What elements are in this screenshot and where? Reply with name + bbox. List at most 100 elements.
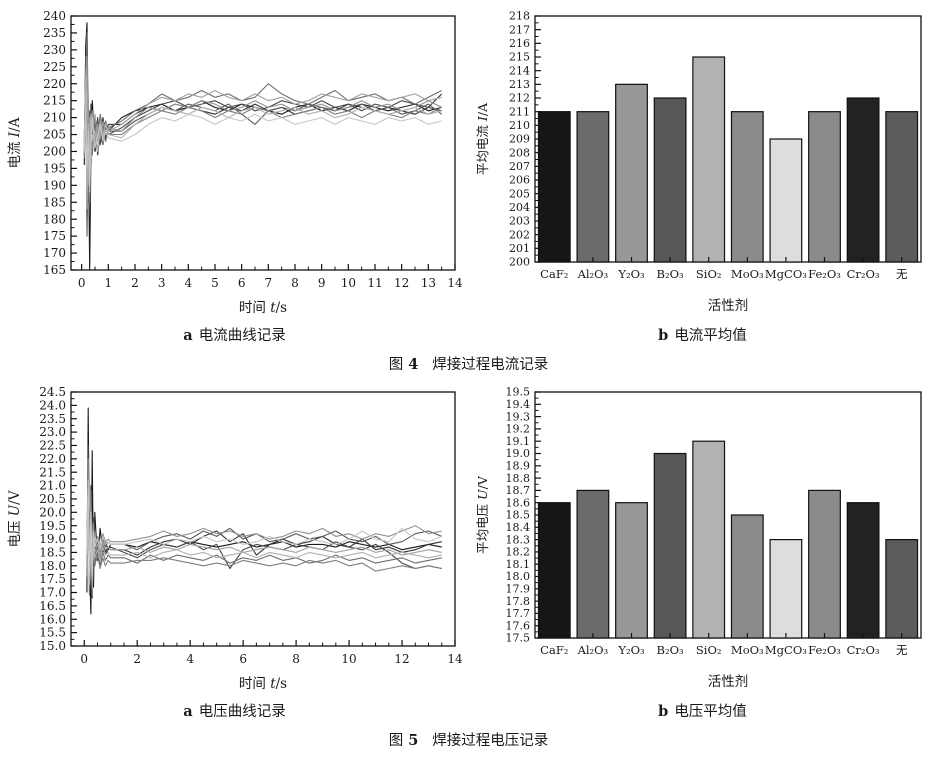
svg-text:216: 216 xyxy=(509,37,530,50)
svg-text:MgCO₃: MgCO₃ xyxy=(764,643,806,657)
svg-text:5: 5 xyxy=(211,276,219,290)
fig5b-caption-text: 电压平均值 xyxy=(674,704,747,720)
fig4a-panel: 165 170 175 180 185 190 195 200 205 210 215 220 225 2… xyxy=(1,4,469,345)
svg-text:12: 12 xyxy=(394,276,409,290)
svg-text:210: 210 xyxy=(509,119,530,132)
svg-text:10: 10 xyxy=(340,276,355,290)
svg-text:电压 U/V: 电压 U/V xyxy=(7,490,23,547)
svg-text:MoO₃: MoO₃ xyxy=(730,267,763,281)
svg-text:18.3: 18.3 xyxy=(505,533,530,546)
fig4b-caption: b 电流平均值 xyxy=(658,324,747,345)
svg-text:19.0: 19.0 xyxy=(505,447,530,460)
svg-text:12: 12 xyxy=(394,652,409,666)
svg-text:2: 2 xyxy=(131,276,139,290)
svg-text:190: 190 xyxy=(43,178,66,192)
svg-text:212: 212 xyxy=(509,92,530,105)
figure-5-block: 15.0 15.5 16.0 16.5 17.0 17.5 18.0 18.5 19.0 19.5… xyxy=(0,380,937,756)
svg-text:209: 209 xyxy=(509,133,530,146)
svg-text:电流 I/A: 电流 I/A xyxy=(7,117,23,168)
svg-text:200: 200 xyxy=(43,145,66,159)
svg-text:18.0: 18.0 xyxy=(39,559,66,573)
svg-text:213: 213 xyxy=(509,78,530,91)
svg-text:19.2: 19.2 xyxy=(505,423,530,436)
svg-text:16.0: 16.0 xyxy=(39,612,66,626)
svg-text:9: 9 xyxy=(317,276,325,290)
svg-text:15.0: 15.0 xyxy=(39,639,66,653)
svg-text:活性剂: 活性剂 xyxy=(707,674,748,690)
svg-text:205: 205 xyxy=(509,187,530,200)
svg-text:SiO₂: SiO₂ xyxy=(695,643,721,657)
svg-text:220: 220 xyxy=(43,77,66,91)
svg-text:CaF₂: CaF₂ xyxy=(540,643,568,657)
svg-text:Y₂O₃: Y₂O₃ xyxy=(617,267,645,281)
svg-text:20.0: 20.0 xyxy=(39,505,66,519)
svg-text:19.5: 19.5 xyxy=(505,386,530,399)
figure-5-title: 焊接过程电压记录 xyxy=(432,733,549,749)
page-root: 165 170 175 180 185 190 195 200 205 210 215 220 225 2… xyxy=(0,4,937,756)
svg-text:17.9: 17.9 xyxy=(505,583,530,596)
svg-text:24.0: 24.0 xyxy=(39,398,66,412)
svg-text:6: 6 xyxy=(237,276,245,290)
svg-text:B₂O₃: B₂O₃ xyxy=(656,643,683,657)
svg-text:200: 200 xyxy=(509,256,530,269)
svg-text:14: 14 xyxy=(447,276,463,290)
svg-text:206: 206 xyxy=(509,174,530,187)
svg-text:时间 t/s: 时间 t/s xyxy=(238,300,286,316)
svg-text:24.5: 24.5 xyxy=(39,385,66,399)
svg-text:18.8: 18.8 xyxy=(505,472,530,485)
svg-text:4: 4 xyxy=(186,652,194,666)
svg-text:平均电流 I/A: 平均电流 I/A xyxy=(475,102,490,175)
svg-text:18.5: 18.5 xyxy=(39,546,66,560)
svg-text:Fe₂O₃: Fe₂O₃ xyxy=(808,267,841,281)
svg-text:18.0: 18.0 xyxy=(505,570,530,583)
svg-text:18.1: 18.1 xyxy=(505,558,530,571)
svg-text:17.8: 17.8 xyxy=(505,595,530,608)
svg-text:Y₂O₃: Y₂O₃ xyxy=(617,643,645,657)
average-current-bar-chart: 2002012022032042052062072082092102112122… xyxy=(475,10,922,314)
svg-text:19.3: 19.3 xyxy=(505,410,530,423)
svg-text:21.0: 21.0 xyxy=(39,479,66,493)
svg-text:175: 175 xyxy=(43,229,66,243)
svg-text:23.5: 23.5 xyxy=(39,412,66,426)
svg-text:17.5: 17.5 xyxy=(505,632,530,645)
svg-text:无: 无 xyxy=(895,267,907,281)
svg-text:23.0: 23.0 xyxy=(39,425,66,439)
svg-text:18.4: 18.4 xyxy=(505,521,530,534)
svg-text:Cr₂O₃: Cr₂O₃ xyxy=(846,643,879,657)
svg-text:活性剂: 活性剂 xyxy=(707,298,748,314)
fig4a-caption: a 电流曲线记录 xyxy=(183,324,285,345)
svg-text:201: 201 xyxy=(509,242,530,255)
svg-text:8: 8 xyxy=(292,652,300,666)
svg-text:225: 225 xyxy=(43,60,66,74)
svg-text:19.5: 19.5 xyxy=(39,519,66,533)
svg-text:17.0: 17.0 xyxy=(39,586,66,600)
fig5b-caption: b 电压平均值 xyxy=(658,700,747,721)
svg-text:无: 无 xyxy=(895,643,907,657)
svg-text:19.4: 19.4 xyxy=(505,398,530,411)
figure-4-block: 165 170 175 180 185 190 195 200 205 210 215 220 225 2… xyxy=(0,4,937,380)
svg-text:Al₂O₃: Al₂O₃ xyxy=(576,643,608,657)
svg-text:Cr₂O₃: Cr₂O₃ xyxy=(846,267,879,281)
svg-text:17.5: 17.5 xyxy=(39,572,66,586)
fig4b-caption-text: 电流平均值 xyxy=(674,328,747,344)
svg-text:218: 218 xyxy=(509,10,530,23)
fig4b-caption-marker: b xyxy=(658,327,669,344)
svg-text:SiO₂: SiO₂ xyxy=(695,267,721,281)
svg-text:19.0: 19.0 xyxy=(39,532,66,546)
svg-text:MoO₃: MoO₃ xyxy=(730,643,763,657)
fig4b-panel: 200 201 202 203 204 205 206 207 208 209 210 211 212 2… xyxy=(469,4,937,345)
svg-text:20.5: 20.5 xyxy=(39,492,66,506)
svg-text:MgCO₃: MgCO₃ xyxy=(764,267,806,281)
svg-text:18.5: 18.5 xyxy=(505,509,530,522)
svg-text:207: 207 xyxy=(509,160,530,173)
fig4a-caption-text: 电流曲线记录 xyxy=(198,328,286,344)
svg-text:0: 0 xyxy=(77,276,85,290)
svg-text:17.6: 17.6 xyxy=(505,619,530,632)
svg-text:Al₂O₃: Al₂O₃ xyxy=(576,267,608,281)
svg-text:B₂O₃: B₂O₃ xyxy=(656,267,683,281)
figure-5-number: 5 xyxy=(408,732,419,749)
fig5a-caption-marker: a xyxy=(183,703,193,720)
svg-text:180: 180 xyxy=(43,212,66,226)
svg-text:16.5: 16.5 xyxy=(39,599,66,613)
svg-text:215: 215 xyxy=(43,94,66,108)
